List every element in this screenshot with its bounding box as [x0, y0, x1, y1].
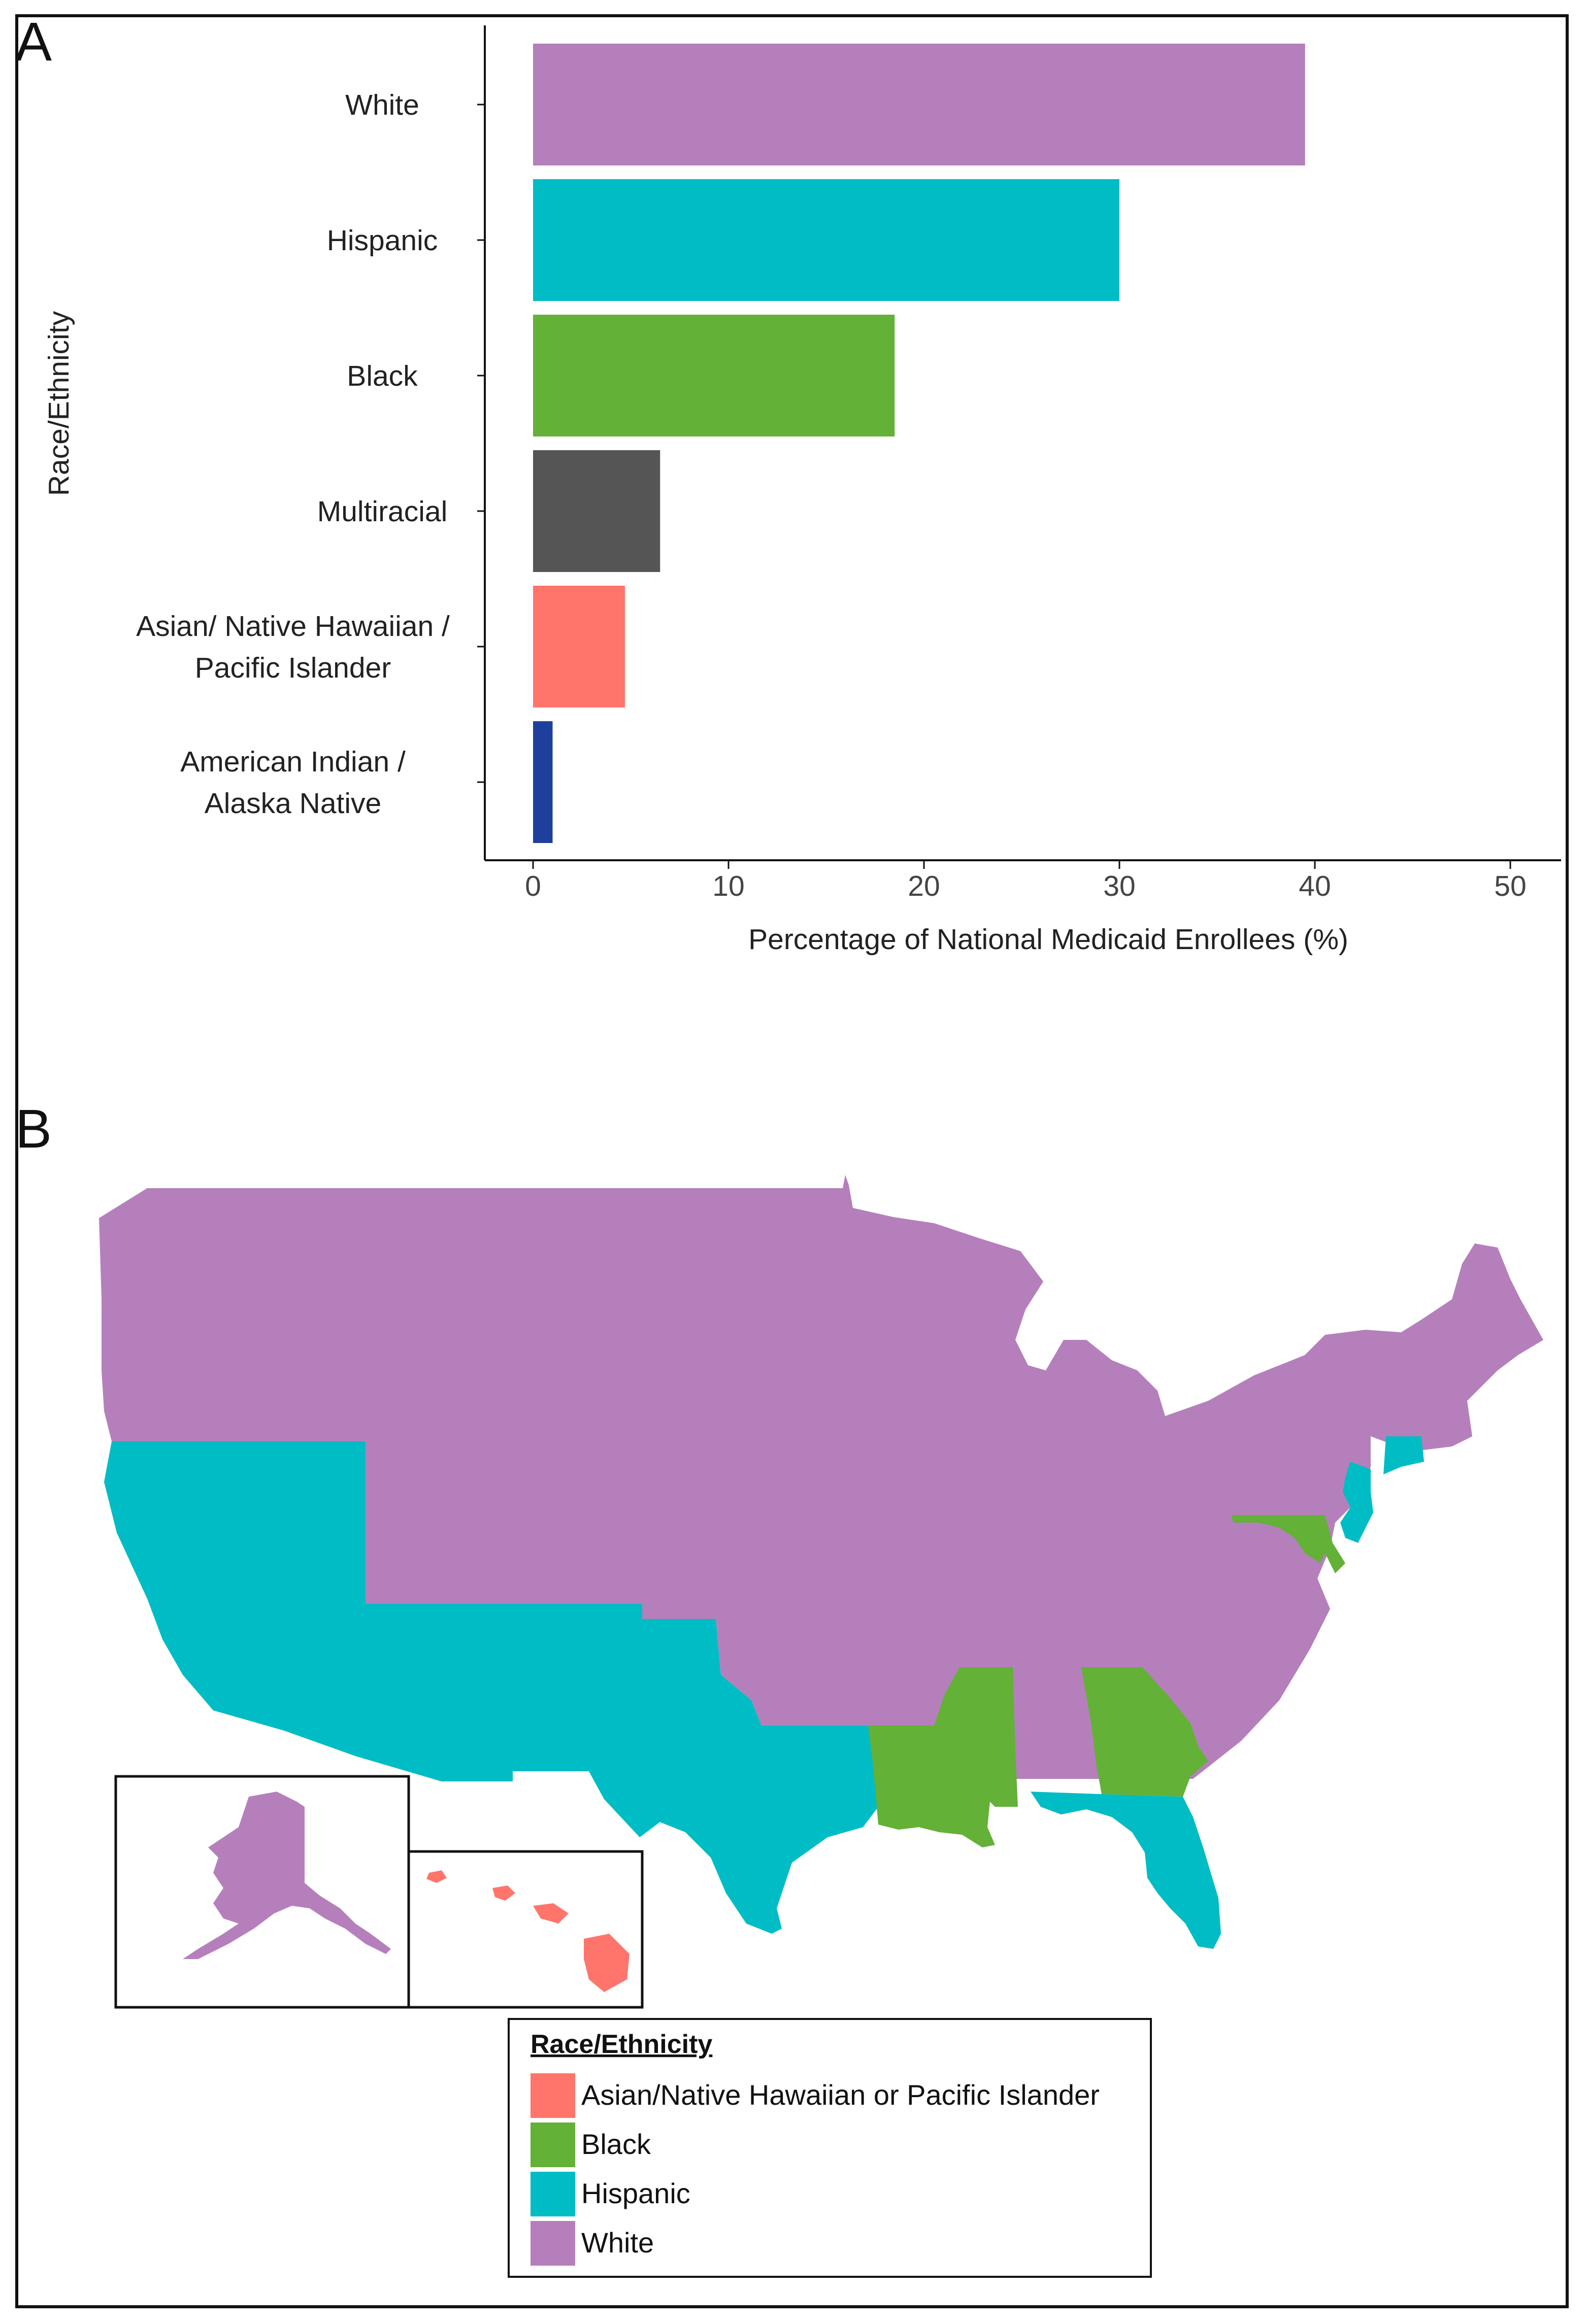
category-label-0-line-0: White: [345, 89, 419, 121]
map-region-hawaii: [426, 1870, 630, 1992]
map-region-maryland: [1231, 1515, 1345, 1573]
bar-5: [533, 721, 553, 843]
bars-layer: [533, 44, 1305, 843]
map-region-mainland-white: [99, 1175, 1543, 1779]
figure-frame: [15, 14, 1569, 2308]
bar-4: [533, 586, 625, 708]
bar-1: [533, 179, 1119, 301]
map-region-mississippi: [929, 1667, 1018, 1807]
map-region-southwest-hispanic: [104, 1441, 878, 1934]
panel-b-label: B: [15, 1098, 52, 1159]
legend-swatch-2: [531, 2172, 575, 2216]
category-label-5-line-0: American Indian /: [180, 746, 406, 778]
y-axis-title: Race/Ethnicity: [43, 311, 75, 496]
map-legend-box: [508, 2018, 1152, 2278]
category-labels: White Hispanic Black Multiracial Asian/ Nati…: [136, 89, 485, 820]
legend-swatch-1: [531, 2123, 575, 2167]
map-region-florida: [1031, 1792, 1221, 1949]
legend-swatch-0: [531, 2073, 575, 2118]
hawaii-island-oahu: [492, 1885, 515, 1901]
x-tick-label-0: 0: [525, 870, 541, 902]
bar-3: [533, 450, 660, 572]
map-region-louisiana: [868, 1726, 995, 1847]
hawaii-island-maui: [533, 1903, 569, 1924]
map-region-alaska: [183, 1792, 391, 1959]
x-axis-title: Percentage of National Medicaid Enrollee…: [748, 923, 1348, 956]
x-tick-label-1: 10: [712, 870, 744, 902]
bar-0: [533, 44, 1305, 165]
map-legend-items: Asian/Native Hawaiian or Pacific Islande…: [531, 2073, 1100, 2266]
panel-a-label: A: [15, 11, 52, 72]
category-label-4-line-1: Pacific Islander: [195, 652, 391, 684]
map-region-connecticut: [1383, 1436, 1424, 1474]
legend-label-3: White: [581, 2227, 654, 2259]
x-tick-label-2: 20: [908, 870, 940, 902]
x-tick-label-5: 50: [1494, 870, 1526, 902]
category-label-1-line-0: Hispanic: [327, 224, 438, 257]
legend-label-0: Asian/Native Hawaiian or Pacific Islande…: [581, 2079, 1100, 2111]
legend-label-2: Hispanic: [581, 2177, 690, 2209]
x-tick-label-4: 40: [1299, 870, 1331, 902]
bar-chart: White Hispanic Black Multiracial Asian/ Nati…: [43, 25, 1561, 956]
x-ticks: 0 10 20 30 40 50: [525, 860, 1527, 902]
bar-2: [533, 315, 895, 436]
hawaii-island-big: [584, 1934, 630, 1992]
category-label-4-line-0: Asian/ Native Hawaiian /: [136, 610, 450, 643]
us-map: Race/Ethnicity Asian/Native Hawaiian or …: [99, 1175, 1543, 2278]
legend-label-1: Black: [581, 2128, 651, 2160]
hawaii-island-kauai: [426, 1870, 447, 1883]
map-region-georgia: [1081, 1667, 1208, 1797]
map-legend-title: Race/Ethnicity: [531, 2030, 712, 2059]
x-tick-label-3: 30: [1103, 870, 1135, 902]
category-label-5-line-1: Alaska Native: [205, 787, 382, 820]
map-region-new-jersey: [1340, 1462, 1373, 1543]
legend-swatch-3: [531, 2221, 575, 2266]
category-label-2-line-0: Black: [347, 360, 418, 392]
category-label-3-line-0: Multiracial: [317, 495, 448, 528]
